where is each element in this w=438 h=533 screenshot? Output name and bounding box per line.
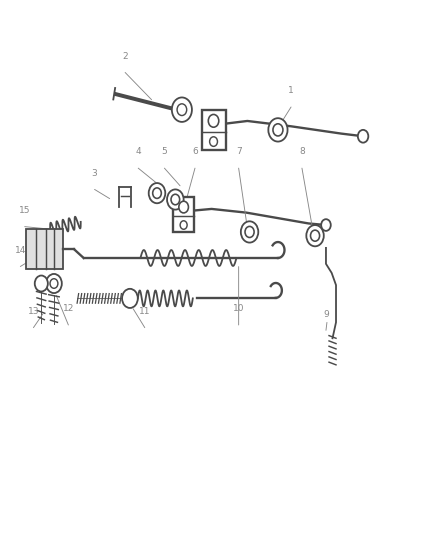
Circle shape — [172, 98, 192, 122]
Text: 8: 8 — [299, 148, 305, 157]
Circle shape — [358, 130, 368, 143]
Text: 1: 1 — [288, 86, 294, 95]
Text: 10: 10 — [233, 304, 244, 313]
Text: 14: 14 — [14, 246, 26, 255]
Circle shape — [46, 274, 62, 293]
Circle shape — [35, 276, 48, 292]
Text: 7: 7 — [236, 148, 241, 157]
Text: 11: 11 — [139, 307, 151, 316]
Circle shape — [208, 115, 219, 127]
Circle shape — [210, 137, 218, 147]
Circle shape — [268, 118, 288, 142]
Text: 6: 6 — [192, 148, 198, 157]
Circle shape — [306, 225, 324, 246]
Text: 9: 9 — [323, 310, 329, 319]
Circle shape — [179, 201, 188, 213]
Circle shape — [167, 189, 184, 209]
Circle shape — [180, 221, 187, 229]
Circle shape — [241, 221, 258, 243]
Circle shape — [321, 219, 331, 231]
Text: 4: 4 — [135, 148, 141, 157]
Circle shape — [122, 289, 138, 308]
Bar — [26, 229, 63, 269]
Bar — [173, 197, 194, 232]
Circle shape — [149, 183, 165, 203]
Bar — [201, 110, 226, 150]
Text: 3: 3 — [92, 169, 97, 177]
Text: 13: 13 — [28, 307, 39, 316]
Text: 12: 12 — [63, 304, 74, 313]
Text: 15: 15 — [19, 206, 31, 215]
Text: 2: 2 — [122, 52, 128, 61]
Text: 5: 5 — [162, 148, 167, 157]
